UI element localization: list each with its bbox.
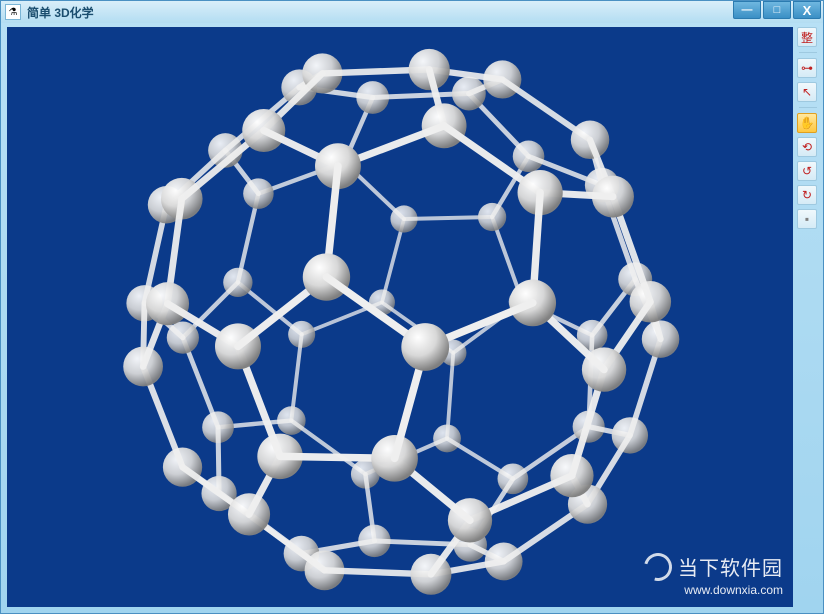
titlebar[interactable]: ⚗ 简单 3D化学 — □ X — [1, 1, 823, 23]
watermark: 当下软件园 www.downxia.com — [644, 552, 783, 597]
app-icon: ⚗ — [5, 4, 21, 20]
window-title: 简单 3D化学 — [27, 4, 94, 21]
close-button[interactable]: X — [793, 1, 821, 19]
rotate-y-icon[interactable]: ↻ — [797, 185, 817, 205]
tool-divider — [799, 52, 817, 53]
rotate-x-icon[interactable]: ↺ — [797, 161, 817, 181]
brand-url: www.downxia.com — [644, 583, 783, 597]
window-controls: — □ X — [733, 1, 821, 19]
hand-pan-icon[interactable]: ✋ — [797, 113, 817, 133]
maximize-button[interactable]: □ — [763, 1, 791, 19]
pointer-icon[interactable]: ↖ — [797, 82, 817, 102]
tool-divider — [799, 107, 817, 108]
brand-logo-icon — [639, 547, 677, 585]
viewport-3d[interactable]: 当下软件园 www.downxia.com — [7, 27, 793, 607]
app-window: ⚗ 简单 3D化学 — □ X 整 ⊶ ↖ ✋ ⟲ ↺ ↻ ▪ 当下软件园 www.downx… — [0, 0, 824, 614]
rotate-z-icon[interactable]: ⟲ — [797, 137, 817, 157]
brand-text: 当下软件园 — [678, 552, 783, 581]
reset-view-icon[interactable]: 整 — [797, 27, 817, 47]
tool-palette: 整 ⊶ ↖ ✋ ⟲ ↺ ↻ ▪ — [797, 27, 819, 229]
options-icon[interactable]: ▪ — [797, 209, 817, 229]
minimize-button[interactable]: — — [733, 1, 761, 19]
molecule-render — [7, 27, 793, 607]
bond-tool-icon[interactable]: ⊶ — [797, 58, 817, 78]
